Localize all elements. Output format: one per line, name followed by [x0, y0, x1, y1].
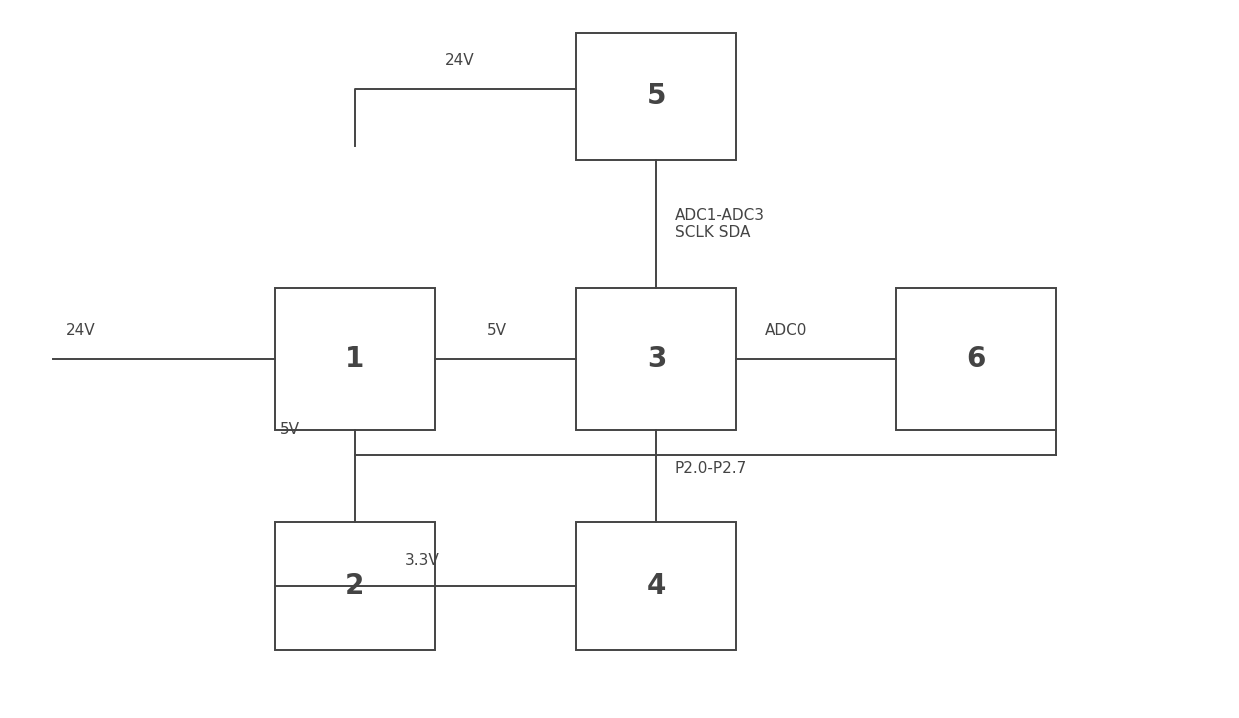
Bar: [576, 32, 736, 160]
Text: 24V: 24V: [445, 53, 475, 68]
Text: 5V: 5V: [487, 322, 507, 337]
Bar: [275, 522, 435, 650]
Bar: [896, 288, 1057, 430]
Text: 5: 5: [647, 83, 667, 111]
Text: 6: 6: [966, 345, 986, 373]
Text: 2: 2: [346, 572, 364, 600]
Text: 5V: 5V: [280, 422, 300, 437]
Text: 24V: 24V: [66, 322, 95, 337]
Bar: [576, 522, 736, 650]
Text: ADC0: ADC0: [764, 322, 807, 337]
Text: P2.0-P2.7: P2.0-P2.7: [675, 462, 747, 477]
Bar: [275, 288, 435, 430]
Text: 1: 1: [346, 345, 364, 373]
Text: 4: 4: [647, 572, 667, 600]
Text: 3: 3: [647, 345, 667, 373]
Text: ADC1-ADC3
SCLK SDA: ADC1-ADC3 SCLK SDA: [675, 208, 764, 241]
Text: 3.3V: 3.3V: [405, 554, 440, 569]
Bar: [576, 288, 736, 430]
